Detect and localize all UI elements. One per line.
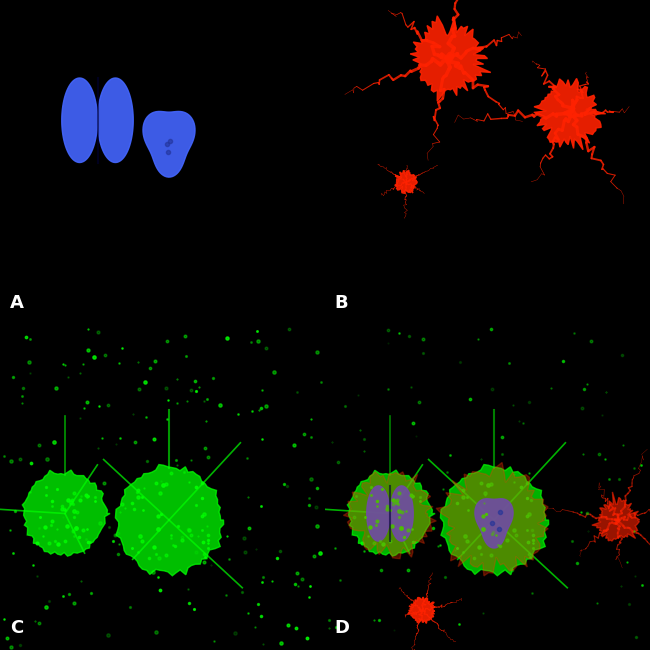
Polygon shape: [343, 472, 436, 558]
Polygon shape: [116, 465, 224, 576]
Polygon shape: [347, 470, 435, 556]
Polygon shape: [410, 16, 491, 101]
Polygon shape: [408, 597, 436, 623]
Polygon shape: [62, 78, 98, 162]
Polygon shape: [592, 492, 640, 541]
Polygon shape: [98, 78, 133, 162]
Polygon shape: [143, 111, 195, 177]
Polygon shape: [436, 462, 548, 576]
Polygon shape: [534, 79, 606, 150]
Text: B: B: [335, 294, 348, 312]
Polygon shape: [395, 170, 417, 194]
Text: A: A: [10, 294, 23, 312]
Text: D: D: [335, 619, 350, 637]
Polygon shape: [390, 486, 413, 541]
Polygon shape: [475, 499, 513, 548]
Polygon shape: [367, 486, 390, 541]
Polygon shape: [22, 470, 110, 556]
Text: C: C: [10, 619, 23, 637]
Polygon shape: [441, 465, 549, 576]
